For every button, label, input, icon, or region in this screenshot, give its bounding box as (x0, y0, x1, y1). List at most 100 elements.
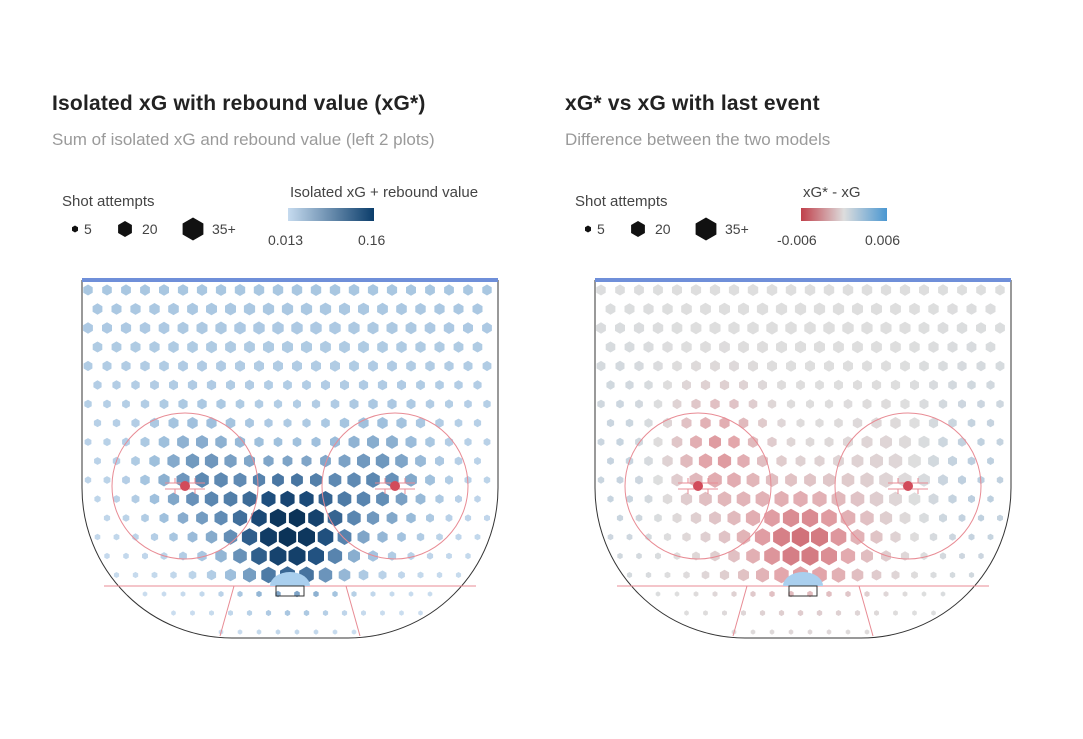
hex-bin (891, 570, 900, 580)
hex-bin (170, 571, 177, 579)
hex-bin (939, 513, 947, 523)
hex-bin (149, 303, 160, 315)
hex-bin (311, 399, 321, 409)
hex-bin (484, 514, 490, 522)
hex-bin (252, 473, 266, 487)
hex-bin (225, 568, 236, 582)
hex-bin (967, 456, 976, 466)
hex-bin (812, 490, 827, 508)
hex-bin (187, 531, 198, 543)
hex-bin (320, 454, 331, 468)
hex-bin (235, 399, 245, 409)
hex-bin (918, 473, 930, 487)
hex-bin (348, 435, 360, 449)
hex-bin (794, 302, 807, 316)
hex-bin (318, 567, 333, 583)
hex-bin (976, 284, 986, 296)
hex-bin (672, 360, 682, 372)
hex-bin (425, 360, 435, 372)
hex-bin (102, 360, 112, 372)
hex-bin (879, 511, 893, 525)
hex-bin (968, 572, 975, 578)
hex-bin (206, 417, 217, 429)
hex-bin (764, 509, 780, 527)
hex-bin (842, 284, 854, 296)
hex-bin (978, 552, 984, 560)
hex-bin (815, 418, 824, 428)
hex-bin (709, 321, 721, 335)
hex-bin (625, 380, 634, 390)
hex-bin (130, 303, 141, 315)
hex-bin (234, 436, 246, 448)
hex-bin (264, 418, 273, 428)
hex-bin (103, 399, 111, 409)
hex-bin (168, 417, 179, 429)
color-legend-min: 0.013 (268, 232, 304, 248)
hex-bin (132, 571, 139, 579)
hex-bin (140, 474, 150, 486)
hex-bin (275, 629, 281, 635)
color-legend-title: Isolated xG + rebound value (290, 184, 479, 201)
hex-bin (967, 380, 976, 390)
hex-bin (235, 360, 245, 372)
hex-bin (968, 533, 975, 541)
hex-bin (997, 514, 1003, 522)
hex-bin (254, 360, 264, 372)
hex-bin (607, 495, 614, 503)
faceoff-circle (321, 412, 469, 560)
hex-bin (977, 514, 985, 522)
hex-bin (303, 609, 310, 617)
hex-bin (700, 531, 711, 543)
hex-bin (682, 379, 691, 391)
hex-bin (912, 610, 917, 616)
hex-bin (909, 417, 920, 429)
hex-bin (395, 492, 408, 506)
hex-bin (748, 360, 758, 372)
hex-bin (976, 360, 986, 372)
hex-bin (327, 547, 343, 565)
hex-bin (645, 571, 652, 579)
hex-bin (864, 591, 870, 597)
hex-bin (596, 284, 606, 296)
hex-bin (301, 340, 312, 354)
hex-bin (870, 453, 883, 469)
hex-bin (446, 552, 452, 560)
hex-bin (996, 476, 1004, 484)
goal-net (275, 585, 305, 597)
hex-bin (338, 454, 351, 468)
hex-bin (841, 472, 855, 488)
hex-bin (158, 321, 170, 335)
chart-subtitle: Sum of isolated xG and rebound value (le… (52, 130, 435, 149)
hex-bin (195, 472, 209, 488)
hex-bin (949, 533, 956, 541)
hex-bin (786, 437, 796, 447)
hex-bin (919, 398, 929, 410)
hex-bin (405, 321, 417, 335)
hex-bin (214, 472, 228, 488)
hex-bin (318, 491, 333, 507)
hex-bin (399, 610, 404, 616)
hex-bin (84, 438, 92, 446)
hex-bin (313, 629, 319, 635)
hex-bin (319, 302, 332, 316)
hex-bin (738, 568, 749, 582)
hex-bin (690, 321, 702, 335)
hex-bin (767, 436, 777, 448)
hex-bin (341, 610, 348, 616)
hex-bin (186, 491, 199, 507)
hex-bin (746, 472, 760, 488)
hex-bin (881, 398, 891, 410)
hex-bin (434, 303, 445, 315)
rink-boards (81, 280, 499, 639)
hex-bin (320, 340, 331, 354)
hex-bin (931, 610, 936, 616)
hex-bin (680, 492, 693, 506)
hex-bin (226, 379, 235, 391)
hex-bin (928, 493, 939, 505)
hex-bin (871, 302, 882, 316)
hex-bin (804, 321, 816, 335)
hex-bin (833, 454, 844, 468)
hex-bin (691, 360, 701, 372)
hex-bin (919, 360, 929, 372)
hex-bin (435, 418, 444, 428)
